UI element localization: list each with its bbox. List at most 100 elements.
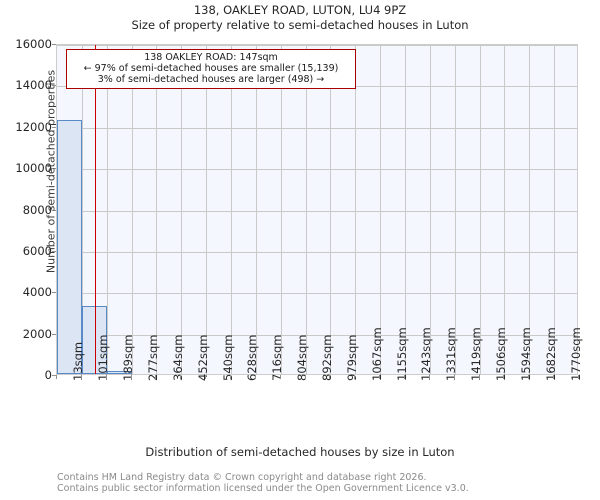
x-axis-tickmark [180,375,182,379]
x-axis-tickmark [503,375,505,379]
gridline-vertical [380,45,382,374]
x-axis-tickmark [105,375,107,379]
x-axis-tickmark [404,375,405,379]
x-axis-tickmark [254,375,256,379]
gridline-vertical [305,45,307,374]
gridline-vertical [206,45,208,374]
bar [106,371,132,374]
gridline-horizontal [57,293,577,295]
x-axis-tick-label: 1419sqm [469,327,484,381]
x-axis-tick-label: 979sqm [344,334,359,381]
x-axis-tickmark [230,375,231,379]
footer-attribution: Contains HM Land Registry data © Crown c… [57,472,597,494]
x-axis-tick-label: 1682sqm [543,327,558,381]
x-axis-tick-label: 1331sqm [444,327,459,381]
x-axis-tickmark [354,375,356,379]
x-axis-tick-label: 1067sqm [369,327,384,381]
gridline-vertical [156,45,158,374]
gridline-vertical [429,45,431,374]
y-axis-tickmark [52,250,56,252]
annotation-box: 138 OAKLEY ROAD: 147sqm ← 97% of semi-de… [66,49,356,89]
x-axis-tickmark [155,375,157,379]
x-axis-tick-label: 13sqm [71,341,86,381]
x-axis-tick-label: 364sqm [170,334,185,381]
gridline-vertical [554,45,556,374]
x-axis-tick-label: 804sqm [295,334,310,381]
gridline-vertical [454,45,456,374]
x-axis-tickmark [329,375,331,379]
bar [57,119,82,374]
x-axis-tick-label: 101sqm [96,334,111,381]
x-axis-tick-label: 1770sqm [568,327,583,381]
gridline-vertical [355,45,357,374]
x-axis-tick-label: 1594sqm [518,327,533,381]
gridline-vertical [479,45,481,374]
gridline-vertical [280,45,282,374]
x-axis-tick-label: 189sqm [121,334,136,381]
y-axis-tick-label: 4000 [22,285,52,300]
x-axis-tickmark [205,375,207,379]
gridline-vertical [181,45,183,374]
gridline-horizontal [57,334,577,336]
x-axis-tickmark [80,375,82,379]
x-axis-tickmark [428,375,430,379]
y-axis-tick-label: 6000 [22,243,52,258]
y-axis-tick-label: 8000 [22,202,52,217]
x-axis-title: Distribution of semi-detached houses by … [145,445,455,459]
x-axis-tickmark [130,375,132,379]
x-axis-tickmark [379,375,381,379]
gridline-vertical [529,45,531,374]
x-axis-tickmark [304,375,306,379]
gridline-horizontal [57,210,577,212]
property-marker-line [94,45,97,374]
footer-line-2: Contains public sector information licen… [57,483,469,494]
y-axis-tick-label: 16000 [15,37,52,51]
x-axis-tickmark [528,375,530,379]
x-axis-tick-label: 716sqm [270,334,285,381]
y-axis-tickmark [52,375,56,376]
y-axis-tickmark [52,292,56,294]
x-axis-tick-label: 628sqm [245,334,260,381]
y-axis-tickmark [52,333,56,335]
plot-area [56,44,578,375]
gridline-vertical [330,45,332,374]
y-axis-tickmark [52,209,56,211]
y-axis-tickmark [52,44,56,45]
x-axis-tick-label: 892sqm [320,334,334,381]
annotation-line-3: 3% of semi-detached houses are larger (4… [97,74,325,85]
page-title: 138, OAKLEY ROAD, LUTON, LU4 9PZ [193,3,407,17]
x-axis-tick-label: 1506sqm [494,327,508,381]
y-axis-tick-label: 12000 [15,119,52,134]
x-axis-tickmark [453,375,455,379]
gridline-horizontal [57,127,577,129]
x-axis-tickmark [553,375,555,379]
x-axis-tick-label: 277sqm [146,334,160,381]
gridline-vertical [81,45,83,374]
x-axis-tick-label: 540sqm [220,334,235,381]
x-axis-tickmark [478,375,480,379]
y-axis-tickmark [52,126,56,128]
y-axis-tick-label: 2000 [22,326,52,341]
gridline-horizontal [57,45,577,46]
gridline-horizontal [57,251,577,253]
annotation-line-1: 138 OAKLEY ROAD: 147sqm [144,52,278,63]
gridline-vertical [106,45,108,374]
gridline-vertical [131,45,133,374]
y-axis-tick-label: 0 [44,368,52,382]
x-axis-tick-label: 452sqm [195,334,210,381]
x-axis-tick-label: 1155sqm [394,327,409,381]
y-axis-tick-labels: 0 2000 4000 6000 8000 10000 12000 14000 16000 [0,0,56,500]
gridline-vertical [504,45,506,374]
y-axis-tickmark [52,168,56,170]
gridline-vertical [255,45,257,374]
x-axis-tick-label: 1243sqm [419,327,434,381]
bar [81,305,107,374]
y-axis-tick-label: 10000 [15,161,52,176]
footer-line-1: Contains HM Land Registry data © Crown c… [57,472,427,483]
gridline-vertical [231,45,232,374]
gridline-horizontal [57,169,577,171]
y-axis-tick-label: 14000 [15,78,52,93]
x-axis-tickmark [279,375,281,379]
